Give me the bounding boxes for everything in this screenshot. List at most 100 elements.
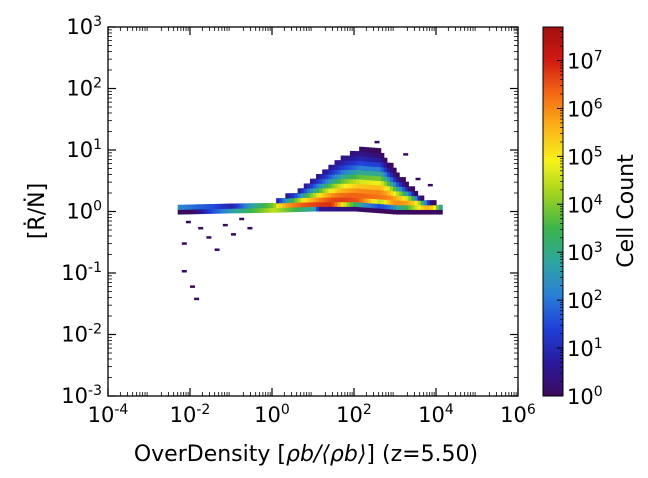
heatmap-cell — [337, 160, 342, 166]
heatmap-cell — [349, 164, 354, 170]
heatmap-cell — [362, 183, 366, 190]
heatmap-cell — [337, 169, 342, 175]
heatmap-cell — [340, 178, 345, 184]
heatmap-cell — [365, 147, 369, 153]
heatmap-cell — [309, 197, 314, 203]
heatmap-cell — [380, 162, 385, 168]
heatmap-cell — [208, 204, 213, 210]
heatmap-cell — [365, 193, 369, 199]
heatmap-cell — [263, 203, 268, 209]
heatmap-cell — [337, 174, 342, 180]
heatmap-cell — [365, 174, 369, 181]
heatmap-cell — [374, 147, 379, 154]
heatmap-outlier-cell — [214, 248, 220, 251]
heatmap-cell — [325, 206, 329, 212]
heatmap-cell — [316, 197, 320, 203]
heatmap-cell — [313, 197, 317, 203]
heatmap-cell — [374, 184, 379, 190]
heatmap-cell — [386, 199, 391, 205]
heatmap-cell — [328, 169, 333, 175]
heatmap-cell — [309, 178, 314, 184]
heatmap-cell — [349, 197, 354, 203]
heatmap-cell — [371, 175, 376, 181]
heatmap-cell — [316, 183, 320, 189]
heatmap-cell — [196, 208, 200, 215]
heatmap-cell — [316, 192, 320, 198]
heatmap-cell — [402, 177, 406, 183]
heatmap-cell — [273, 202, 277, 209]
heatmap-cell — [337, 183, 342, 189]
heatmap-cell — [371, 147, 376, 153]
heatmap-outlier-cell — [415, 177, 421, 181]
heatmap-cell — [334, 206, 339, 212]
heatmap-cell — [343, 155, 348, 161]
y-tick-label: 101 — [66, 137, 102, 162]
heatmap-cell — [380, 157, 385, 163]
heatmap-cell — [359, 169, 363, 175]
heatmap-cell — [328, 174, 333, 180]
heatmap-cell — [386, 194, 391, 201]
heatmap-cell — [356, 197, 360, 203]
heatmap-cell — [340, 169, 345, 175]
heatmap-cell — [405, 209, 409, 215]
heatmap-cell — [186, 209, 191, 215]
heatmap-cell — [322, 206, 326, 212]
heatmap-cell — [313, 183, 317, 189]
heatmap-cell — [343, 187, 348, 194]
heatmap-cell — [322, 187, 326, 194]
heatmap-cell — [297, 202, 302, 208]
heatmap-cell — [411, 200, 416, 206]
heatmap-cell — [432, 209, 437, 215]
heatmap-cell — [319, 183, 323, 189]
heatmap-cell — [371, 198, 376, 204]
heatmap-cell — [294, 206, 299, 213]
heatmap-cell — [303, 192, 308, 198]
heatmap-cell — [374, 161, 379, 167]
heatmap-cell — [368, 152, 373, 158]
heatmap-cell — [313, 187, 317, 194]
heatmap-cell — [371, 193, 376, 199]
heatmap-cell — [423, 204, 428, 210]
heatmap-cell — [306, 206, 311, 212]
heatmap-cell — [242, 203, 246, 209]
heatmap-cell — [402, 204, 406, 210]
heatmap-cell — [340, 164, 345, 170]
heatmap-cell — [377, 152, 382, 158]
heatmap-cell — [346, 192, 351, 198]
heatmap-cell — [322, 183, 326, 189]
heatmap-cell — [319, 174, 323, 180]
heatmap-cell — [362, 197, 366, 203]
heatmap-cell — [331, 197, 336, 203]
heatmap-outlier-cell — [181, 242, 187, 245]
heatmap-cell — [340, 192, 345, 198]
heatmap-cell — [288, 207, 293, 213]
heatmap-cell — [362, 160, 366, 166]
heatmap-cell — [402, 209, 406, 215]
heatmap-cell — [362, 179, 366, 185]
heatmap-cell — [380, 189, 385, 196]
heatmap-cell — [260, 203, 265, 209]
heatmap-cell — [377, 198, 382, 205]
heatmap-cell — [346, 169, 351, 175]
heatmap-cell — [359, 179, 363, 185]
heatmap-cell — [285, 202, 289, 208]
heatmap-cell — [380, 203, 385, 209]
heatmap-cell — [349, 150, 354, 157]
heatmap-cell — [220, 208, 225, 214]
heatmap-cell — [300, 202, 305, 208]
heatmap-cell — [368, 193, 373, 199]
heatmap-cell — [365, 207, 369, 213]
heatmap-cell — [294, 197, 299, 203]
heatmap-cell — [352, 169, 357, 175]
heatmap-outlier-cell — [190, 285, 195, 288]
heatmap-cell — [331, 169, 336, 175]
heatmap-cell — [389, 162, 394, 169]
heatmap-cell — [325, 169, 329, 175]
heatmap-cell — [371, 189, 376, 195]
x-axis-title-suffix: ] (z=5.50) — [366, 442, 478, 467]
heatmap-cell — [368, 156, 373, 162]
heatmap-cell — [377, 203, 382, 209]
heatmap-cell — [331, 178, 336, 184]
heatmap-cell — [331, 201, 336, 207]
